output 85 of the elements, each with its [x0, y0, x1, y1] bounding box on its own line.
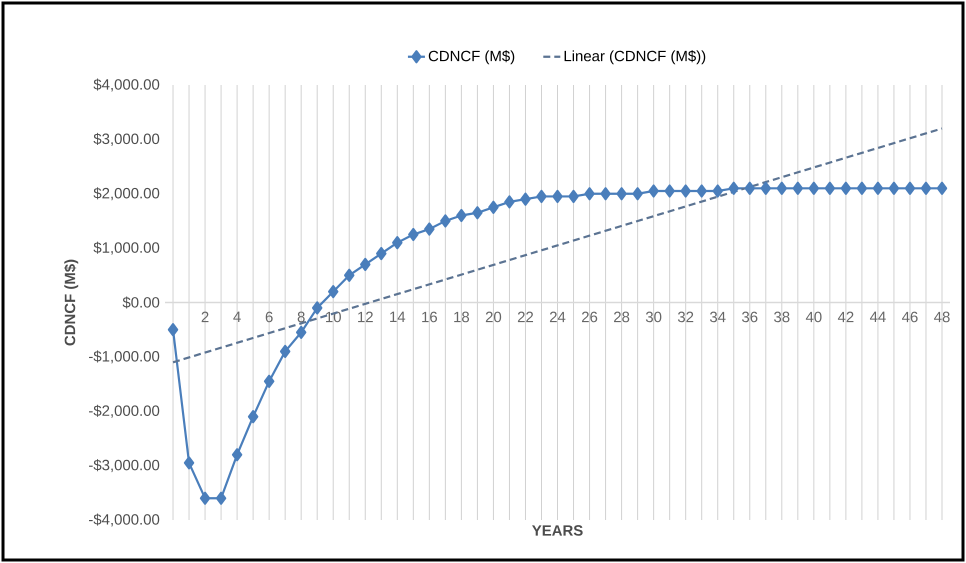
- point: [808, 182, 820, 195]
- x-tick-label: 6: [266, 312, 273, 322]
- point: [472, 206, 483, 220]
- x-axis-title: YEARS: [532, 525, 583, 536]
- legend-label: CDNCF (M$): [428, 50, 514, 64]
- point: [824, 182, 836, 195]
- x-tick-label: 38: [774, 312, 790, 322]
- point: [488, 200, 499, 214]
- point: [168, 323, 178, 336]
- y-tick-label: $3,000.00: [94, 132, 160, 146]
- point: [648, 184, 659, 198]
- y-tick-label: -$4,000.00: [89, 513, 160, 526]
- point: [840, 182, 852, 195]
- x-tick-label: 36: [742, 312, 758, 322]
- point: [328, 285, 338, 298]
- point: [456, 208, 467, 222]
- point: [424, 222, 435, 236]
- x-tick-label: 12: [358, 312, 373, 322]
- x-tick-label: 18: [454, 312, 470, 322]
- y-tick-label: -$3,000.00: [89, 459, 160, 472]
- point: [936, 182, 948, 195]
- point: [408, 228, 419, 242]
- point: [856, 182, 868, 195]
- legend-label: Linear (CDNCF (M$)): [564, 50, 706, 64]
- point: [504, 195, 515, 208]
- y-tick-label: $0.00: [122, 296, 160, 309]
- point: [360, 258, 370, 272]
- point: [712, 184, 723, 198]
- x-tick-label: 16: [422, 312, 437, 322]
- x-tick-label: 8: [298, 312, 305, 322]
- point: [520, 192, 531, 206]
- point: [344, 268, 354, 282]
- x-tick-label: 46: [902, 312, 918, 322]
- point: [904, 182, 916, 195]
- point: [888, 182, 900, 195]
- point: [632, 187, 643, 200]
- point: [376, 246, 387, 260]
- point: [216, 492, 226, 505]
- point: [568, 190, 579, 204]
- point: [552, 190, 563, 204]
- x-tick-label: 48: [934, 312, 950, 322]
- y-tick-label: -$1,000.00: [89, 350, 160, 364]
- x-tick-label: 24: [550, 312, 566, 322]
- x-tick-label: 44: [870, 312, 886, 322]
- x-tick-label: 22: [518, 312, 534, 322]
- point: [280, 344, 290, 358]
- point: [776, 182, 788, 195]
- x-tick-label: 2: [202, 312, 208, 322]
- x-tick-label: 32: [678, 312, 694, 322]
- point: [584, 187, 595, 200]
- point: [696, 184, 707, 198]
- y-tick-label: $2,000.00: [94, 187, 160, 200]
- point: [728, 182, 739, 195]
- point: [296, 326, 306, 339]
- point: [440, 214, 451, 228]
- point: [920, 182, 932, 195]
- x-tick-label: 40: [806, 312, 822, 322]
- y-tick-label: $4,000.00: [94, 78, 160, 92]
- point: [760, 182, 771, 195]
- y-tick-label: $1,000.00: [94, 242, 160, 255]
- point: [744, 182, 755, 195]
- x-tick-label: 28: [614, 312, 630, 322]
- x-tick-label: 30: [646, 312, 662, 322]
- x-tick-label: 26: [582, 312, 598, 322]
- y-tick-label: -$2,000.00: [89, 404, 160, 418]
- point: [616, 187, 627, 200]
- x-tick-label: 14: [390, 312, 406, 322]
- point: [248, 410, 258, 424]
- point: [680, 184, 691, 198]
- point: [232, 448, 242, 462]
- point: [872, 182, 884, 195]
- point: [184, 456, 194, 470]
- point: [792, 182, 804, 195]
- point: [264, 374, 274, 388]
- point: [664, 184, 675, 198]
- x-tick-label: 42: [838, 312, 854, 322]
- x-tick-label: 34: [710, 312, 726, 322]
- point: [536, 190, 547, 204]
- point: [312, 301, 322, 315]
- x-tick-label: 4: [233, 312, 241, 322]
- point: [600, 187, 611, 200]
- point: [392, 236, 403, 250]
- y-axis-title: CDNCF (M$): [64, 260, 78, 346]
- point: [200, 492, 210, 505]
- x-tick-label: 20: [486, 312, 502, 322]
